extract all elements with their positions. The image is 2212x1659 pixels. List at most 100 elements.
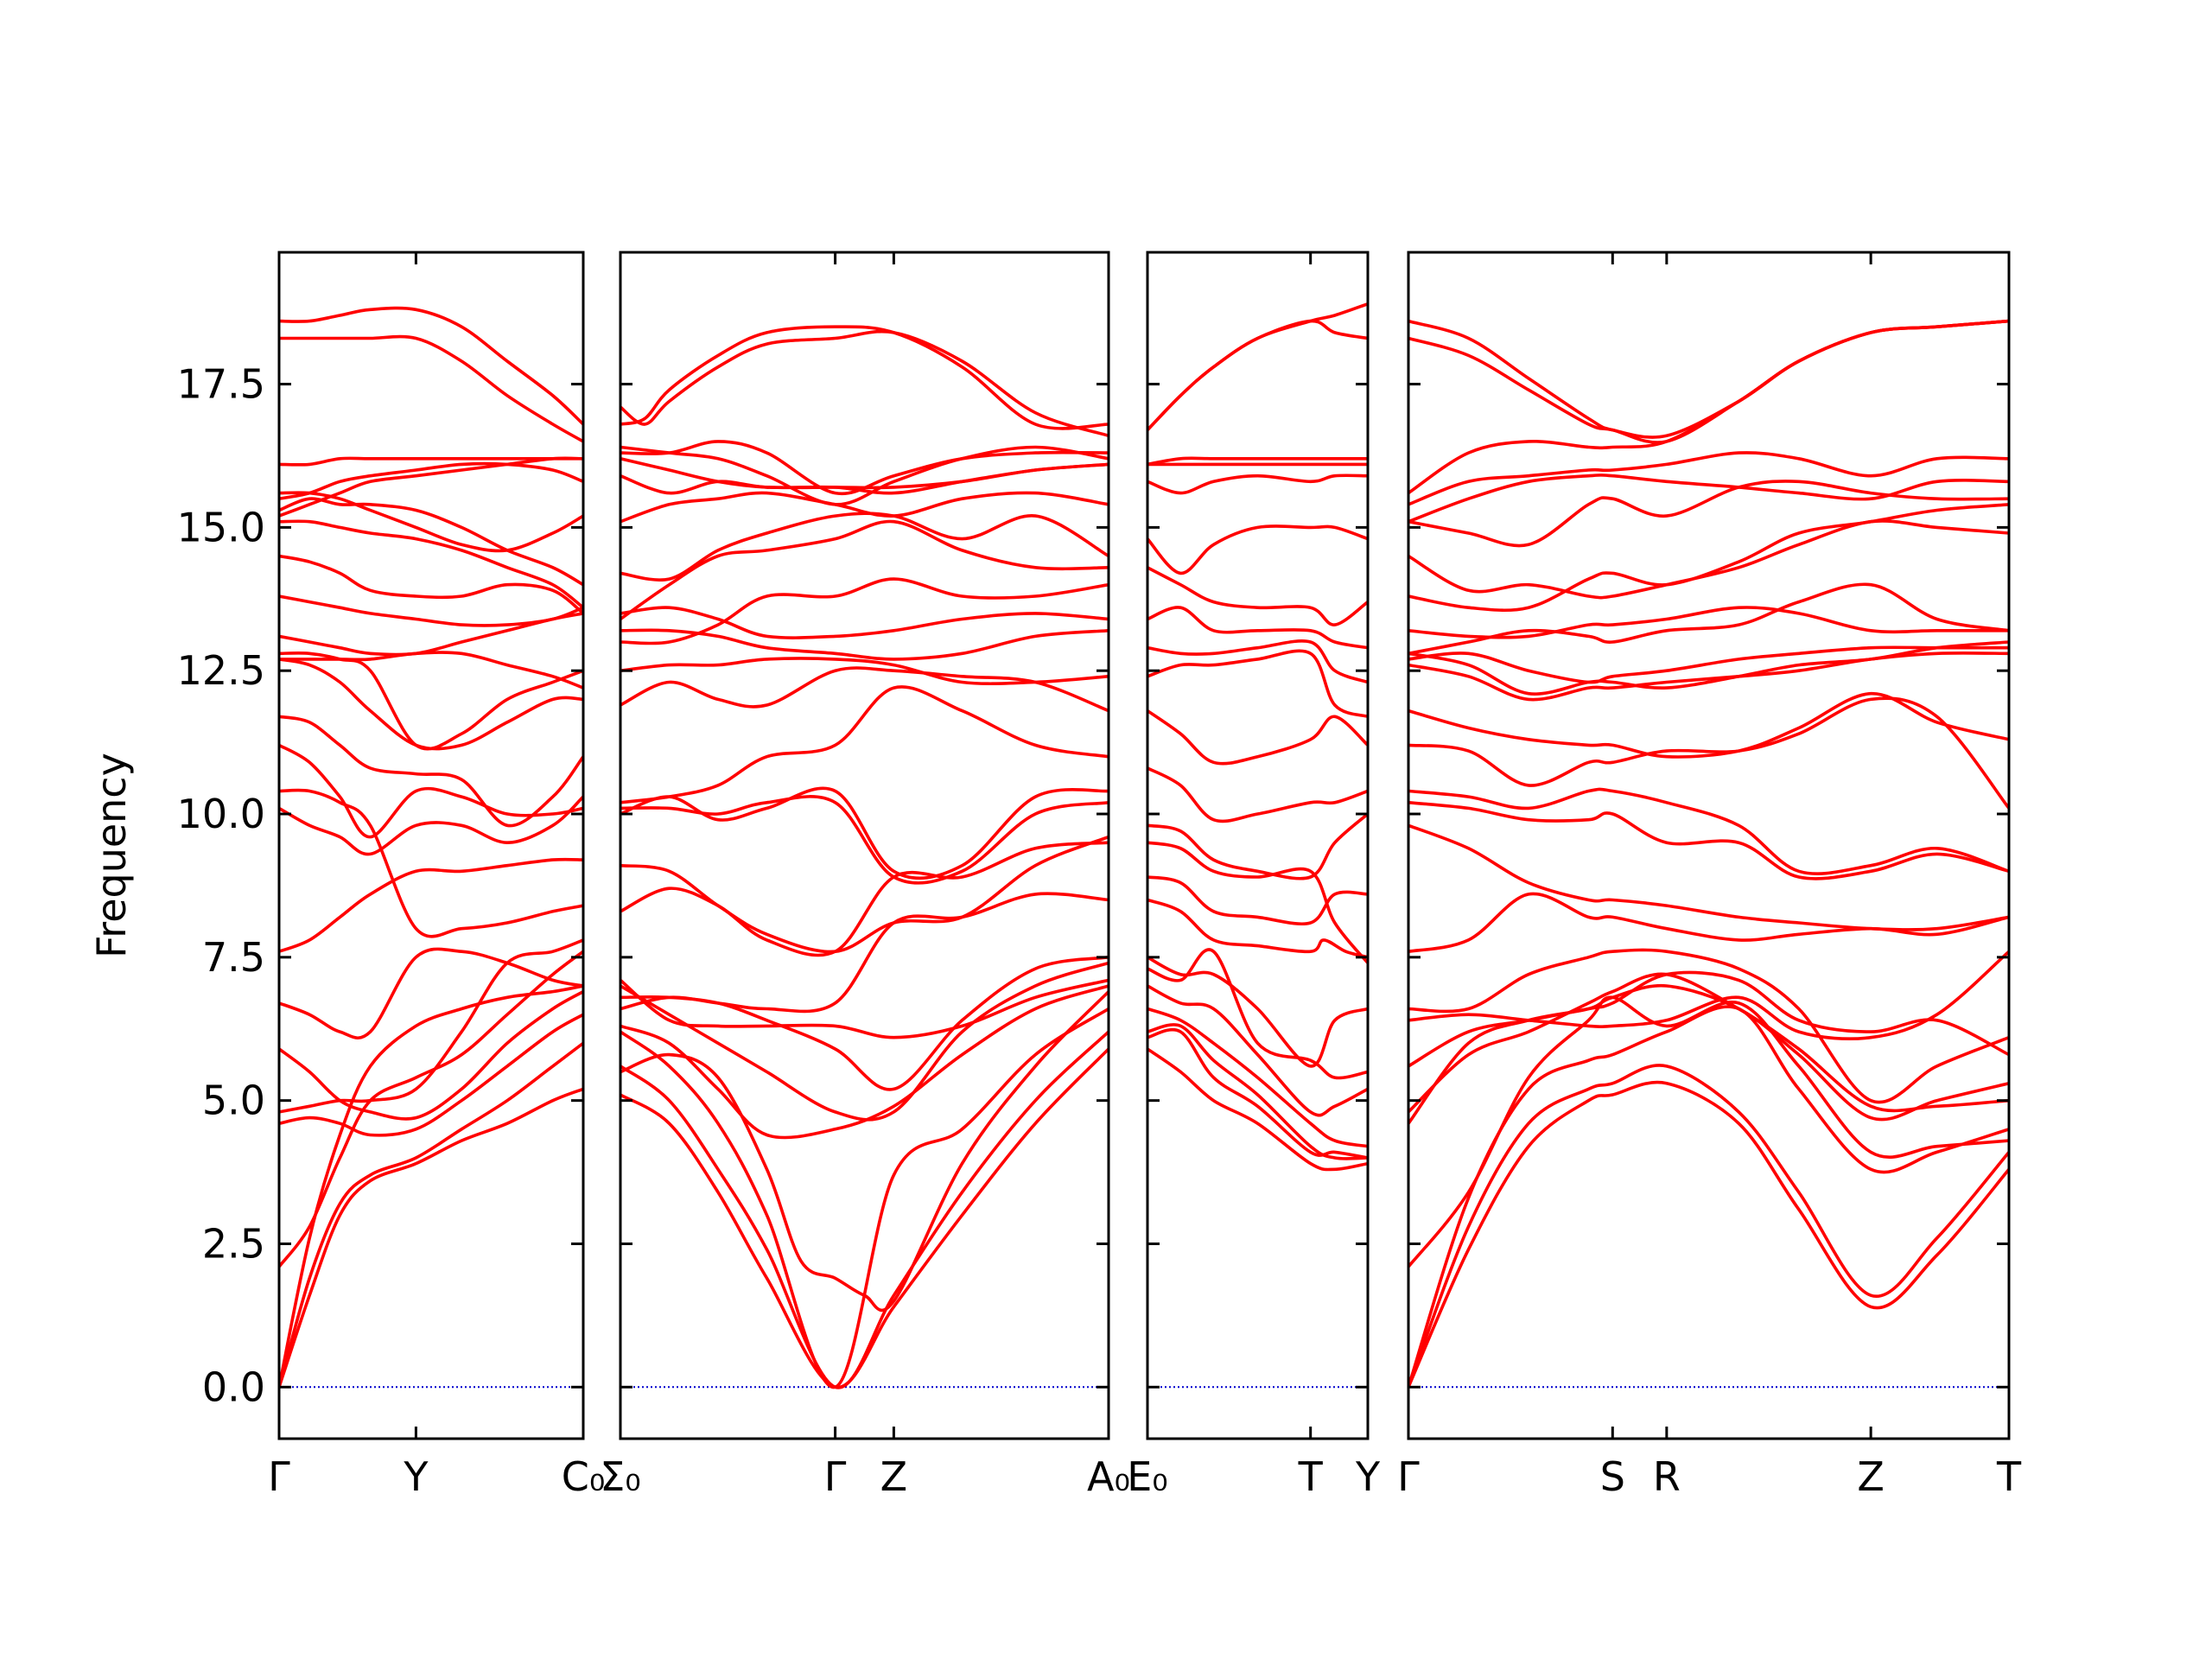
band-branch-3 <box>620 1007 1109 1389</box>
y-axis-title: Frequency <box>88 753 135 958</box>
band-branch-17 <box>1147 566 1368 626</box>
band-branch-15 <box>620 666 1109 713</box>
band-branch-8 <box>279 947 583 1040</box>
x-tick-label: R <box>1653 1453 1681 1500</box>
band-branch-7 <box>279 989 583 1121</box>
x-tick-label: T <box>1996 1453 2022 1500</box>
x-tick-label: Σ₀ <box>600 1453 641 1500</box>
panel-frame <box>277 251 585 1440</box>
panel-frame <box>619 251 1110 1440</box>
band-branch-19 <box>279 554 583 615</box>
band-branch-9 <box>279 857 583 953</box>
band-branch-11 <box>620 835 1109 954</box>
band-branch-16 <box>1147 606 1368 650</box>
band-branch-23 <box>1147 319 1368 432</box>
band-branch-27 <box>279 306 583 426</box>
x-tick-label: T <box>1298 1453 1324 1500</box>
band-branch-3 <box>279 984 583 1389</box>
band-branch-10 <box>1408 892 2009 953</box>
band-branch-18 <box>279 594 583 627</box>
band-branch-3 <box>1408 1005 2009 1389</box>
band-branch-18 <box>620 606 1109 639</box>
band-branch-5 <box>620 984 1109 1140</box>
band-branch-24 <box>620 457 1109 490</box>
band-branch-22 <box>1408 519 2009 600</box>
panel-frame <box>1407 251 2011 1440</box>
band-branch-21 <box>279 497 583 587</box>
band-branch-4 <box>1408 995 2009 1268</box>
band-branch-2 <box>1408 1064 2009 1389</box>
band-branch-14 <box>1147 649 1368 719</box>
y-tick-label: 12.5 <box>177 647 265 694</box>
band-branch-18 <box>1147 524 1368 575</box>
panel-frame <box>1146 251 1370 1440</box>
band-branch-12 <box>279 743 583 839</box>
band-branch-27 <box>620 325 1109 430</box>
band-branch-6 <box>620 961 1109 1122</box>
band-branch-2 <box>279 1041 583 1389</box>
band-branch-13 <box>1408 787 2009 875</box>
x-tick-label: E₀ <box>1127 1453 1168 1500</box>
band-branch-21 <box>1408 503 2009 613</box>
x-tick-label: Γ <box>268 1453 290 1500</box>
x-tick-label: Γ <box>824 1453 847 1500</box>
band-branch-5 <box>1147 984 1368 1117</box>
band-branch-13 <box>279 715 583 828</box>
band-branch-7 <box>1147 956 1368 1068</box>
band-branch-28 <box>1408 319 2009 439</box>
panel-3-branches <box>1147 302 1368 1172</box>
band-branch-21 <box>620 512 1109 582</box>
band-branch-12 <box>1408 801 2009 880</box>
band-branch-27 <box>1408 319 2009 444</box>
band-branch-11 <box>279 795 583 856</box>
band-branch-22 <box>1147 302 1368 432</box>
band-branch-26 <box>620 440 1109 496</box>
band-branch-10 <box>279 788 583 938</box>
band-branch-15 <box>1147 639 1368 684</box>
band-branch-16 <box>279 651 583 690</box>
band-branch-9 <box>1408 948 2009 1104</box>
band-branch-7 <box>1408 970 2009 1068</box>
y-tick-label: 10.0 <box>177 791 265 837</box>
band-branch-4 <box>279 950 583 1268</box>
y-tick-label: 5.0 <box>202 1077 265 1124</box>
band-branch-19 <box>1147 474 1368 495</box>
band-branch-12 <box>1147 766 1368 823</box>
y-tick-label: 17.5 <box>177 361 265 408</box>
band-branch-2 <box>1147 1027 1368 1160</box>
band-branch-6 <box>1147 948 1368 1080</box>
band-branch-7 <box>620 956 1109 1091</box>
band-branch-8 <box>620 978 1109 1039</box>
band-branch-15 <box>1408 691 2009 759</box>
band-branch-10 <box>620 841 1109 957</box>
band-branch-26 <box>1408 319 2009 495</box>
y-tick-label: 7.5 <box>202 934 265 981</box>
y-tick-label: 2.5 <box>202 1220 265 1267</box>
band-branch-22 <box>620 491 1109 524</box>
band-branch-11 <box>1147 812 1368 880</box>
x-tick-label: Γ <box>1397 1453 1420 1500</box>
band-branch-1 <box>279 1087 583 1389</box>
band-branch-20 <box>1147 456 1368 467</box>
band-branch-14 <box>620 685 1109 804</box>
band-branch-9 <box>620 892 1109 1014</box>
band-branch-3 <box>1147 1023 1368 1160</box>
band-branch-23 <box>1408 480 2009 548</box>
band-branch-17 <box>620 628 1109 661</box>
panel-2-branches <box>620 325 1109 1389</box>
band-branch-24 <box>279 456 583 467</box>
panel-1: 0.0 2.5 5.0 7.5 10.0 12.5 15.0 17.5 Γ Y C₀ <box>177 251 606 1500</box>
band-branch-4 <box>1147 1007 1368 1148</box>
x-tick-label: C₀ <box>562 1453 606 1500</box>
band-branch-11 <box>1408 823 2009 931</box>
panel-1-branches <box>279 306 583 1389</box>
band-branch-17 <box>1408 640 2009 696</box>
band-branch-6 <box>279 938 583 1114</box>
x-tick-label: A₀ <box>1087 1453 1130 1500</box>
band-branch-13 <box>1147 709 1368 766</box>
band-branch-22 <box>279 491 583 553</box>
band-branch-10 <box>1147 841 1368 965</box>
